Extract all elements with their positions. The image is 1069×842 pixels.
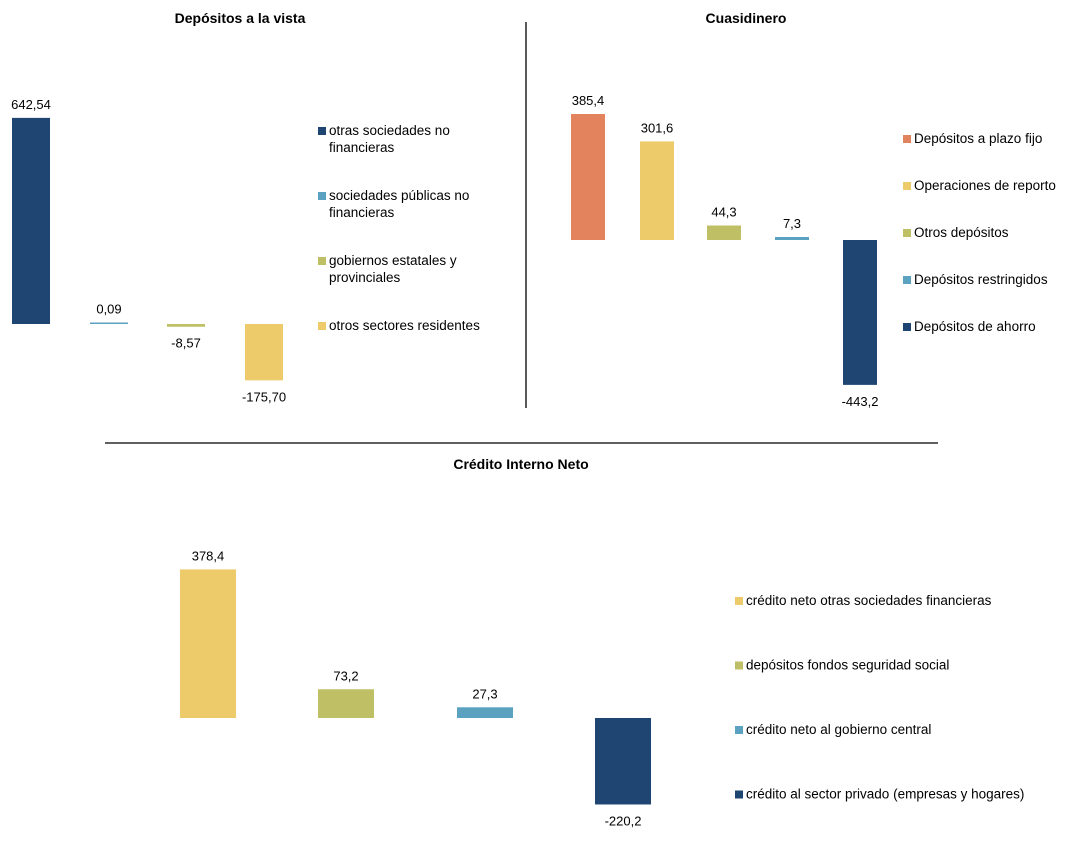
chart-title: Depósitos a la vista xyxy=(175,10,306,26)
legend-swatch xyxy=(903,229,911,237)
legend-label: Depósitos de ahorro xyxy=(914,319,1036,334)
chart-3: Crédito Interno Neto 378,4 73,2 27,3 -220,2 c… xyxy=(180,456,1024,828)
bar-3 xyxy=(167,324,205,327)
bar-4 xyxy=(245,324,283,381)
legend-swatch xyxy=(903,135,911,143)
legend-swatch xyxy=(318,192,326,200)
bar-4 xyxy=(775,237,809,240)
data-label: -8,57 xyxy=(171,336,201,351)
data-label: 385,4 xyxy=(572,93,605,108)
data-label: 27,3 xyxy=(472,686,497,701)
legend-label: otros sectores residentes xyxy=(329,318,480,333)
bar-2 xyxy=(640,141,674,240)
legend-label: depósitos fondos seguridad social xyxy=(746,658,949,673)
data-label: 73,2 xyxy=(333,668,358,683)
chart-1: Depósitos a la vista 642,54 0,09 -8,57 -175,… xyxy=(11,10,480,404)
legend-swatch xyxy=(735,790,743,799)
legend-swatch xyxy=(735,661,743,670)
legend-swatch xyxy=(735,726,743,734)
bar-3 xyxy=(707,225,741,240)
data-label: 0,09 xyxy=(96,302,121,317)
legend-swatch xyxy=(318,257,326,265)
bar-2 xyxy=(318,689,374,718)
chart-2: Cuasidinero 385,4 301,6 44,3 7,3 -443,2 Depósi… xyxy=(571,10,1056,409)
data-label: 642,54 xyxy=(11,97,51,112)
legend-label: Otros depósitos xyxy=(914,225,1009,240)
legend-swatch xyxy=(318,127,326,135)
legend-swatch xyxy=(903,323,911,331)
legend-label: crédito neto al gobierno central xyxy=(746,722,931,737)
data-label: -220,2 xyxy=(605,813,642,828)
bar-1 xyxy=(571,114,605,240)
legend-label: sociedades públicas no financieras xyxy=(329,188,469,220)
legend-label: otras sociedades no financieras xyxy=(329,123,450,155)
data-label: 378,4 xyxy=(192,548,225,563)
data-label: -175,70 xyxy=(242,389,286,404)
data-label: 301,6 xyxy=(641,120,674,135)
bar-5 xyxy=(843,240,877,385)
legend-label: crédito neto otras sociedades financiera… xyxy=(746,593,992,608)
data-label: -443,2 xyxy=(842,394,879,409)
legend-label: Depósitos a plazo fijo xyxy=(914,131,1042,146)
bar-1 xyxy=(12,117,50,324)
bar-1 xyxy=(180,569,236,718)
legend-label: Operaciones de reporto xyxy=(914,178,1056,193)
bar-4 xyxy=(595,718,651,805)
data-label: 44,3 xyxy=(711,205,736,220)
data-label: 7,3 xyxy=(783,216,801,231)
legend-label: Depósitos restringidos xyxy=(914,272,1048,287)
legend-swatch xyxy=(318,322,326,330)
legend-swatch xyxy=(903,276,911,284)
legend-label: gobiernos estatales y provinciales xyxy=(329,253,457,285)
legend-swatch xyxy=(903,182,911,190)
bar-3 xyxy=(457,707,513,718)
chart-title: Cuasidinero xyxy=(706,10,787,26)
legend-swatch xyxy=(735,597,743,605)
chart-title: Crédito Interno Neto xyxy=(453,456,588,472)
bar-2 xyxy=(90,322,128,324)
legend-label: crédito al sector privado (empresas y ho… xyxy=(746,787,1024,802)
